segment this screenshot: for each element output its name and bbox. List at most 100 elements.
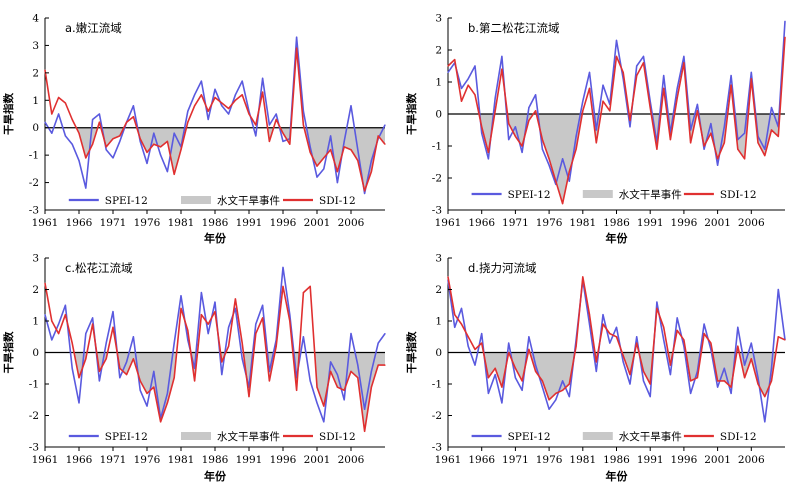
- spei-12-line-point: [71, 367, 73, 369]
- spei-12-line-point: [112, 157, 114, 159]
- spei-12-line-point: [64, 304, 66, 306]
- sdi-12-line-point: [64, 102, 66, 104]
- legend-label: SDI-12: [720, 189, 757, 201]
- spei-12-line-point: [743, 364, 746, 366]
- spei-12-line-point: [535, 364, 537, 366]
- x-tick-label: 1996: [671, 217, 698, 229]
- spei-12-line-point: [255, 323, 257, 325]
- sdi-12-line-point: [343, 146, 345, 148]
- spei-12-line-point: [132, 105, 134, 107]
- sdi-12-line-point: [568, 171, 570, 173]
- sdi-12-line-point: [528, 119, 530, 121]
- sdi-12-line-point: [180, 307, 182, 309]
- x-tick-label: 1991: [637, 217, 664, 229]
- sdi-12-line-point: [730, 84, 732, 86]
- sdi-12-line-point: [474, 94, 476, 96]
- sdi-12-line-point: [214, 310, 216, 313]
- sdi-12-line-point: [750, 358, 752, 360]
- sdi-12-line-point: [676, 329, 678, 332]
- spei-12-line-point: [595, 370, 597, 372]
- sdi-12-line-point: [481, 126, 483, 128]
- spei-12-line-point: [282, 140, 284, 143]
- spei-12-line-point: [275, 113, 277, 115]
- sdi-12-line-point: [575, 148, 577, 150]
- sdi-12-line-point: [160, 421, 162, 423]
- sdi-12-line-point: [454, 59, 456, 61]
- x-tick-label: 1996: [671, 454, 698, 466]
- spei-12-line-point: [663, 339, 665, 341]
- sdi-12-line-point: [494, 367, 496, 369]
- spei-12-line-point: [384, 124, 386, 126]
- sdi-12-line-point: [323, 157, 325, 159]
- sdi-12-line-point: [730, 386, 732, 388]
- y-tick-label: 1: [32, 316, 39, 328]
- sdi-12-line-point: [139, 138, 141, 140]
- sdi-12-line-point: [609, 110, 611, 112]
- sdi-12-line-point: [58, 333, 60, 335]
- spei-12-line: [447, 279, 786, 423]
- spei-12-line-point: [377, 342, 379, 344]
- y-tick-label: 3: [32, 253, 39, 265]
- sdi-12-line-point: [723, 380, 725, 382]
- spei-12-line-point: [764, 421, 766, 423]
- sdi-12-line-point: [770, 129, 773, 131]
- spei-12-line-point: [85, 333, 87, 335]
- drought-event-fill: [483, 352, 776, 400]
- x-tick-label: 2006: [738, 217, 765, 229]
- sdi-12-line-point: [153, 386, 155, 388]
- drought-event-fill: [74, 352, 386, 432]
- sdi-12-line-point: [364, 430, 366, 432]
- spei-12-line-point: [309, 380, 311, 382]
- legend-label: 水文干旱事件: [217, 194, 280, 207]
- spei-12-line-point: [180, 295, 182, 297]
- sdi-12-line-point: [282, 285, 284, 287]
- sdi-12-line-point: [743, 158, 746, 160]
- sdi-12-line-point: [622, 71, 624, 73]
- spei-12-line-point: [207, 118, 209, 121]
- spei-12-line-point: [683, 55, 685, 58]
- sdi-12-line-point: [146, 392, 148, 395]
- spei-12-line-point: [207, 333, 209, 335]
- sdi-12-line-point: [58, 96, 60, 99]
- y-tick-label: -1: [432, 379, 442, 391]
- sdi-12-line-point: [777, 135, 779, 137]
- spei-12-line-point: [676, 317, 678, 319]
- y-tick-label: 0: [32, 122, 39, 134]
- sdi-12-line-point: [636, 75, 638, 77]
- spei-12-line-point: [357, 364, 359, 366]
- sdi-12-line-point: [85, 358, 87, 360]
- spei-12-line-point: [501, 402, 503, 404]
- spei-12-line-point: [316, 402, 318, 404]
- sdi-12-line-point: [555, 392, 557, 395]
- sdi-12-line-point: [119, 367, 121, 369]
- spei-12-line-point: [139, 389, 141, 391]
- x-tick-label: 2006: [738, 454, 765, 466]
- spei-12-line-point: [357, 149, 359, 151]
- y-tick-label: 1: [435, 77, 442, 89]
- spei-12-line-point: [173, 342, 175, 344]
- spei-12-line-point: [723, 367, 725, 369]
- sdi-12-line-point: [221, 361, 223, 363]
- sdi-12-line-point: [289, 143, 291, 145]
- x-tick-label: 1986: [603, 454, 630, 466]
- spei-12-line-point: [588, 323, 591, 325]
- y-axis-label: 干旱指数: [405, 93, 418, 135]
- sdi-12-line-point: [350, 149, 352, 151]
- spei-12-line-point: [166, 392, 168, 395]
- spei-12-line-point: [649, 396, 651, 398]
- spei-12-line-point: [194, 367, 196, 369]
- spei-12-line-point: [615, 39, 618, 42]
- chart-title: b.第二松花江流域: [468, 21, 560, 35]
- spei-12-line-point: [481, 132, 483, 134]
- sdi-12-line-point: [153, 143, 155, 145]
- spei-12-line: [447, 21, 786, 186]
- sdi-12-line-point: [784, 339, 786, 341]
- x-tick-label: 1986: [603, 217, 630, 229]
- x-tick-label: 1966: [468, 217, 495, 229]
- spei-12-line-point: [255, 135, 257, 137]
- spei-12-line-point: [784, 20, 786, 22]
- sdi-12-line-point: [105, 146, 107, 148]
- sdi-12-line-point: [582, 276, 584, 278]
- spei-12-line-point: [602, 314, 604, 316]
- y-axis-label: 干旱指数: [405, 331, 418, 373]
